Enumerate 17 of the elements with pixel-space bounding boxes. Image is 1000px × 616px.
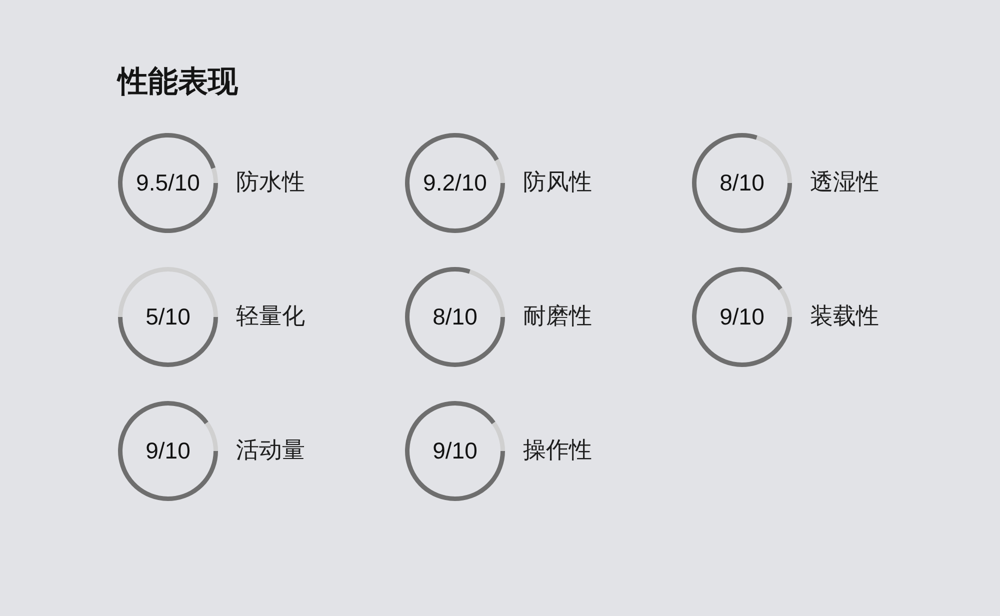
- slice-label: 操作性: [523, 436, 592, 462]
- text: 9.5/10: [136, 169, 200, 196]
- slice-label: 装载性: [810, 302, 879, 328]
- text: 9/10: [432, 437, 478, 464]
- text: 8/10: [432, 303, 478, 330]
- slice-label: 透湿性: [810, 168, 879, 194]
- slice-label: 防风性: [523, 168, 592, 194]
- text: 9/10: [146, 437, 190, 464]
- slice-label: 轻量化: [236, 302, 305, 328]
- slice-label: 耐磨性: [523, 302, 592, 328]
- chart-title: 性能表现: [116, 65, 239, 98]
- text: 9.2/10: [423, 169, 487, 196]
- text: 9/10: [720, 303, 764, 330]
- slice-label: 活动量: [236, 436, 305, 462]
- slice-label: 防水性: [236, 168, 305, 194]
- text: 8/10: [720, 169, 764, 196]
- text: 5/10: [146, 303, 190, 330]
